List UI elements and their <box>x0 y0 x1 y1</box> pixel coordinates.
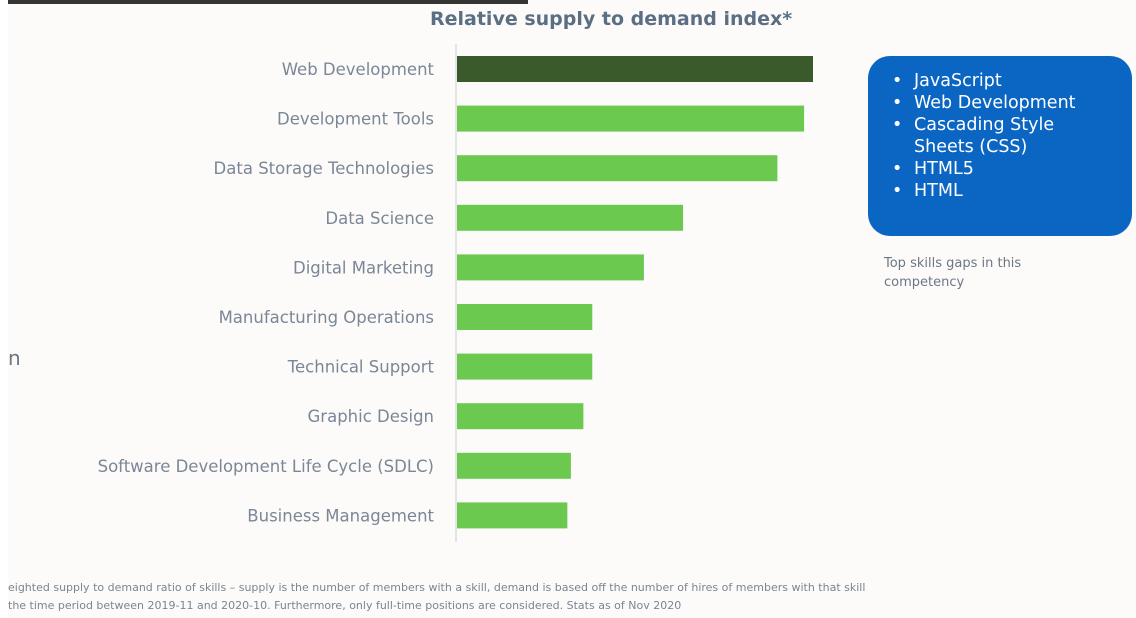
chart-panel: Relative supply to demand index* n Web D… <box>8 0 1136 618</box>
category-label: Digital Marketing <box>293 258 434 277</box>
skills-gap-legend: JavaScriptWeb DevelopmentCascading Style… <box>868 56 1132 236</box>
bar-graphic-design <box>457 403 584 430</box>
footnote: eighted supply to demand ratio of skills… <box>8 579 1136 615</box>
skills-gap-item: HTML <box>892 180 1118 202</box>
bar-web-development <box>457 56 813 82</box>
category-label: Data Storage Technologies <box>214 159 434 178</box>
cropped-header-strip <box>8 0 528 4</box>
legend-caption: Top skills gaps in this competency <box>884 256 1022 290</box>
skills-gap-item: Web Development <box>892 92 1118 114</box>
chart-title: Relative supply to demand index* <box>430 8 793 30</box>
footnote-line-2: the time period between 2019-11 and 2020… <box>8 599 682 612</box>
bar-software-development-life-cycle-sdlc <box>457 452 571 479</box>
bar-data-storage-technologies <box>457 155 778 182</box>
cropped-edge-text: n <box>8 346 21 370</box>
category-label: Software Development Life Cycle (SDLC) <box>98 457 434 476</box>
bar-digital-marketing <box>457 254 644 281</box>
bar-manufacturing-operations <box>457 304 593 330</box>
bar-chart: Web Development Development Tools Data Sto… <box>98 44 813 542</box>
skills-gap-list: JavaScriptWeb DevelopmentCascading Style… <box>892 70 1118 202</box>
category-label: Development Tools <box>277 110 434 129</box>
footnote-line-1: eighted supply to demand ratio of skills… <box>8 581 866 594</box>
category-label: Data Science <box>325 209 434 228</box>
category-label: Graphic Design <box>308 407 434 426</box>
skills-gap-item: Cascading Style Sheets (CSS) <box>892 114 1118 158</box>
bar-development-tools <box>457 105 805 132</box>
category-label: Technical Support <box>287 358 435 377</box>
bar-data-science <box>457 204 684 231</box>
bar-business-management <box>457 502 568 529</box>
category-label: Web Development <box>282 60 435 79</box>
bar-technical-support <box>457 353 593 380</box>
skills-gap-item: JavaScript <box>892 70 1118 92</box>
category-label: Manufacturing Operations <box>219 308 434 327</box>
skills-gap-item: HTML5 <box>892 158 1118 180</box>
category-label: Business Management <box>247 506 434 525</box>
